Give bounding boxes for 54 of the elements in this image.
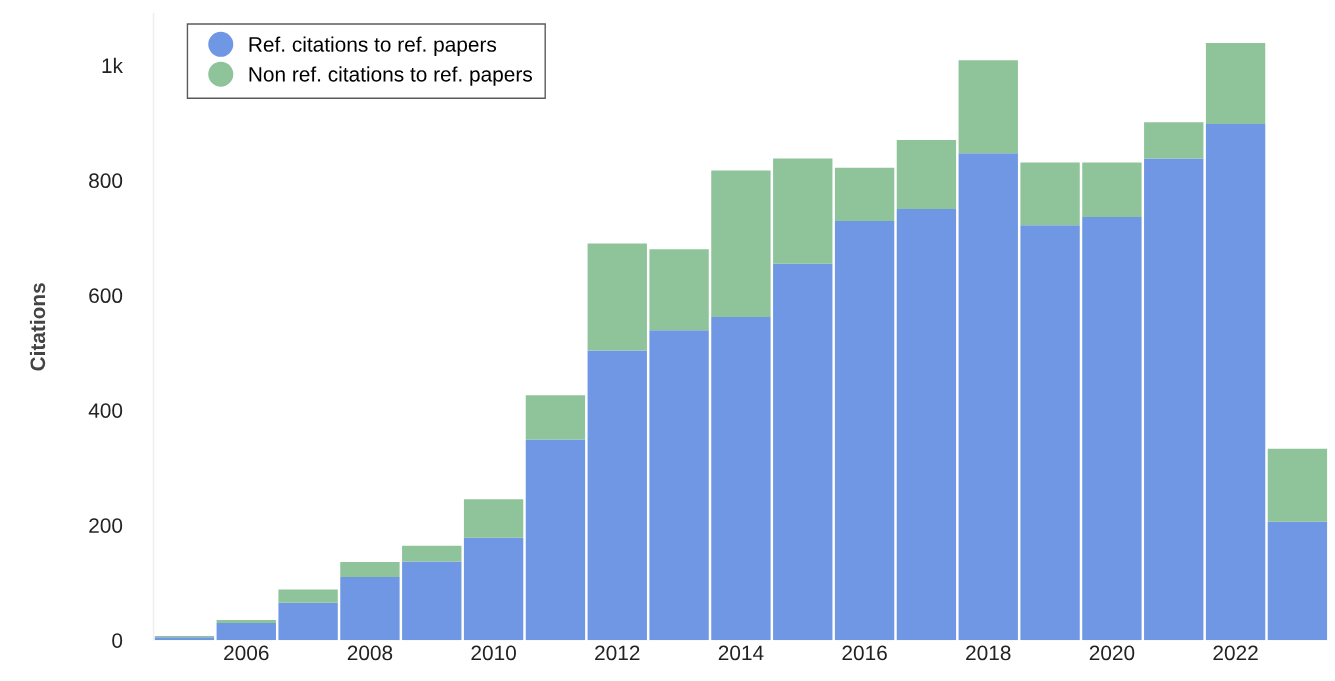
x-tick-label: 2020 <box>1089 645 1135 661</box>
bar <box>773 263 833 641</box>
x-tick-label: 2018 <box>966 645 1011 661</box>
legend-label: Ref. citations to ref. papers <box>249 36 497 56</box>
bar <box>525 395 586 440</box>
bar <box>216 622 276 641</box>
y-tick-label: 0 <box>112 633 123 648</box>
bar <box>278 602 338 641</box>
bar <box>649 249 709 331</box>
x-tick-label: 2014 <box>718 645 764 661</box>
bar <box>525 439 586 641</box>
bar <box>1020 225 1080 641</box>
bar <box>711 170 771 318</box>
bar <box>216 620 276 623</box>
bar <box>896 209 957 641</box>
bar <box>402 561 462 641</box>
x-tick-label: 2006 <box>224 645 269 661</box>
bar <box>1205 123 1266 641</box>
bar <box>834 221 895 641</box>
bar <box>958 60 1018 154</box>
bar <box>340 576 400 641</box>
x-tick-label: 2010 <box>471 645 516 661</box>
bar <box>278 589 338 603</box>
x-tick-label: 2016 <box>842 645 887 661</box>
y-tick-label: 200 <box>89 518 123 533</box>
bar <box>896 140 957 210</box>
y-tick-label: 600 <box>89 288 123 304</box>
bar <box>463 537 524 641</box>
bar <box>340 561 400 577</box>
y-tick-label: 400 <box>88 403 123 418</box>
bar <box>463 499 524 538</box>
bar <box>958 153 1018 641</box>
bar <box>1205 42 1266 124</box>
bar <box>649 330 709 641</box>
y-tick-label: 1k <box>102 57 123 73</box>
bar <box>1144 122 1204 159</box>
bar <box>711 317 771 641</box>
x-tick-label: 2008 <box>347 645 393 661</box>
bar <box>1267 521 1328 641</box>
x-tick-label: 2012 <box>595 645 640 661</box>
bar <box>587 243 647 351</box>
bar <box>1267 448 1328 522</box>
bar <box>834 167 895 222</box>
bar <box>1082 162 1142 218</box>
x-tick-label: 2022 <box>1213 645 1258 661</box>
bar <box>402 545 462 562</box>
bar <box>1020 162 1080 226</box>
bar <box>1144 158 1204 641</box>
bar <box>587 350 647 641</box>
bar <box>773 158 833 264</box>
legend-label: Non ref. citations to ref. papers <box>249 66 532 86</box>
y-axis-title: Citations <box>29 283 46 371</box>
bar <box>1082 217 1142 641</box>
y-tick-label: 800 <box>89 173 123 189</box>
